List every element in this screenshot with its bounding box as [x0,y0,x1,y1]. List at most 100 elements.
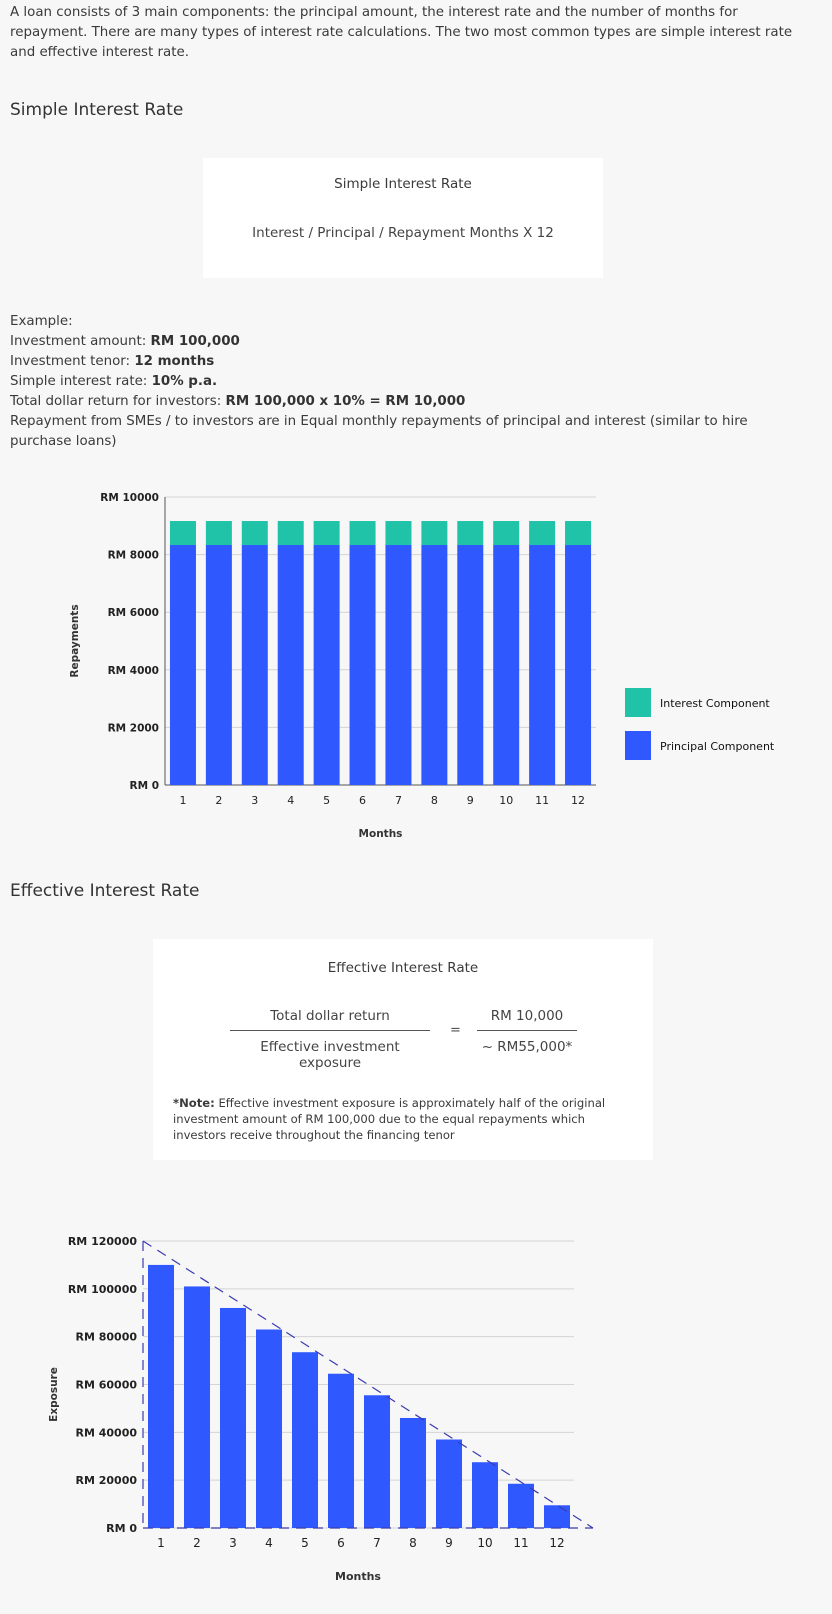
fraction-left-denominator: Effective investment exposure [260,1039,400,1071]
x-tick-label: 5 [323,794,330,807]
repayments-chart: RM 0 RM 2000 RM 4000 RM 6000 RM 8000 RM 10000… [69,492,775,840]
y-tick-label: RM 4000 [108,665,159,677]
bar-principal-component [241,545,268,785]
y-tick-label: RM 120000 [68,1235,138,1248]
example-label: Example: [10,314,73,329]
example-row: Simple interest rate: 10% p.a. [10,372,800,392]
bar-interest-component [529,521,556,546]
fraction-right-denominator: ~ RM55,000* [481,1039,573,1055]
x-tick-label: 3 [251,794,258,807]
bar-exposure [508,1483,534,1528]
example-block: Example: Investment amount: RM 100,000 In… [10,312,800,452]
bar-exposure [364,1395,390,1528]
example-row-value: RM 100,000 x 10% = RM 10,000 [225,394,466,409]
example-row-label: Total dollar return for investors: [10,394,226,409]
effective-interest-heading: Effective Interest Rate [10,881,200,901]
simple-formula-box: Simple Interest Rate Interest / Principa… [203,158,603,278]
intro-paragraph: A loan consists of 3 main components: th… [10,5,793,60]
x-tick-label: 2 [193,1536,201,1550]
example-row-label: Investment tenor: [10,354,135,369]
example-row: Investment amount: RM 100,000 [10,332,800,352]
bar-interest-component [493,521,520,546]
y-tick-label: RM 6000 [108,607,159,619]
x-tick-label: 7 [373,1536,381,1550]
bar-principal-component [277,545,304,785]
bar-principal-component [493,545,520,785]
bar-principal-component [313,545,340,785]
bar-interest-component [205,521,232,546]
bar-interest-component [349,521,376,546]
x-tick-label: 11 [513,1536,528,1550]
bar-principal-component [421,545,448,785]
bar-interest-component [169,521,196,546]
x-tick-label: 12 [571,794,585,807]
y-tick-label: RM 0 [130,780,160,792]
trend-line [142,1240,594,1529]
legend-label: Interest Component [660,697,770,710]
fraction-right: RM 10,000 ~ RM55,000* [477,1008,577,1055]
x-axis-label: Months [359,828,403,840]
x-tick-label: 2 [215,794,222,807]
bar-interest-component [421,521,448,546]
x-tick-label: 8 [409,1536,417,1550]
bar-interest-component [241,521,268,546]
bar-exposure [220,1307,246,1528]
example-row-label: Simple interest rate: [10,374,152,389]
x-tick-label: 4 [287,794,294,807]
bar-exposure [328,1373,354,1528]
bar-principal-component [205,545,232,785]
x-tick-label: 8 [431,794,438,807]
example-row: Investment tenor: 12 months [10,352,800,372]
y-tick-label: RM 100000 [68,1283,138,1296]
legend-label: Principal Component [660,740,775,753]
bar-interest-component [565,521,592,546]
fraction-left: Total dollar return Effective investment… [230,1008,430,1071]
bar-principal-component [457,545,484,785]
bar-exposure [256,1329,282,1528]
legend-swatch [625,688,651,717]
y-tick-label: RM 2000 [108,722,159,734]
note-text: Effective investment exposure is approxi… [173,1096,606,1142]
y-axis-label: Exposure [48,1367,60,1422]
x-tick-label: 6 [337,1536,345,1550]
note-label: *Note: [173,1096,215,1110]
y-tick-label: RM 60000 [75,1379,137,1392]
x-tick-label: 1 [179,794,186,807]
example-row-value: RM 100,000 [150,334,240,349]
example-row-value: 10% p.a. [151,374,218,389]
bar-principal-component [349,545,376,785]
x-tick-label: 1 [157,1536,165,1550]
bar-exposure [436,1439,462,1528]
x-tick-label: 4 [265,1536,273,1550]
x-tick-label: 9 [445,1536,453,1550]
effective-formula-box: Effective Interest Rate Total dollar ret… [153,939,653,1160]
example-row-label: Investment amount: [10,334,151,349]
x-tick-label: 7 [395,794,402,807]
bar-exposure [472,1462,498,1528]
simple-formula-text: Interest / Principal / Repayment Months … [252,225,554,241]
y-tick-label: RM 20000 [75,1474,137,1487]
bar-interest-component [457,521,484,546]
x-tick-label: 12 [549,1536,564,1550]
x-tick-label: 10 [499,794,513,807]
fraction-right-numerator: RM 10,000 [477,1008,577,1031]
effective-note: *Note: Effective investment exposure is … [173,1095,635,1143]
x-tick-label: 3 [229,1536,237,1550]
bar-principal-component [529,545,556,785]
exposure-chart: RM 0 RM 20000 RM 40000 RM 60000 RM 80000 RM 1… [48,1235,594,1583]
legend-swatch [625,731,651,760]
x-tick-label: 9 [467,794,474,807]
y-tick-label: RM 80000 [75,1331,137,1344]
x-tick-label: 10 [477,1536,492,1550]
bar-principal-component [565,545,592,785]
bar-exposure [292,1352,318,1528]
bar-principal-component [169,545,196,785]
x-tick-label: 11 [535,794,549,807]
simple-interest-heading: Simple Interest Rate [10,100,184,120]
x-tick-label: 5 [301,1536,309,1550]
y-tick-label: RM 40000 [75,1426,137,1439]
effective-formula-title: Effective Interest Rate [327,960,479,976]
y-axis-label: Repayments [69,604,81,677]
bar-exposure [184,1286,210,1528]
bar-interest-component [313,521,340,546]
